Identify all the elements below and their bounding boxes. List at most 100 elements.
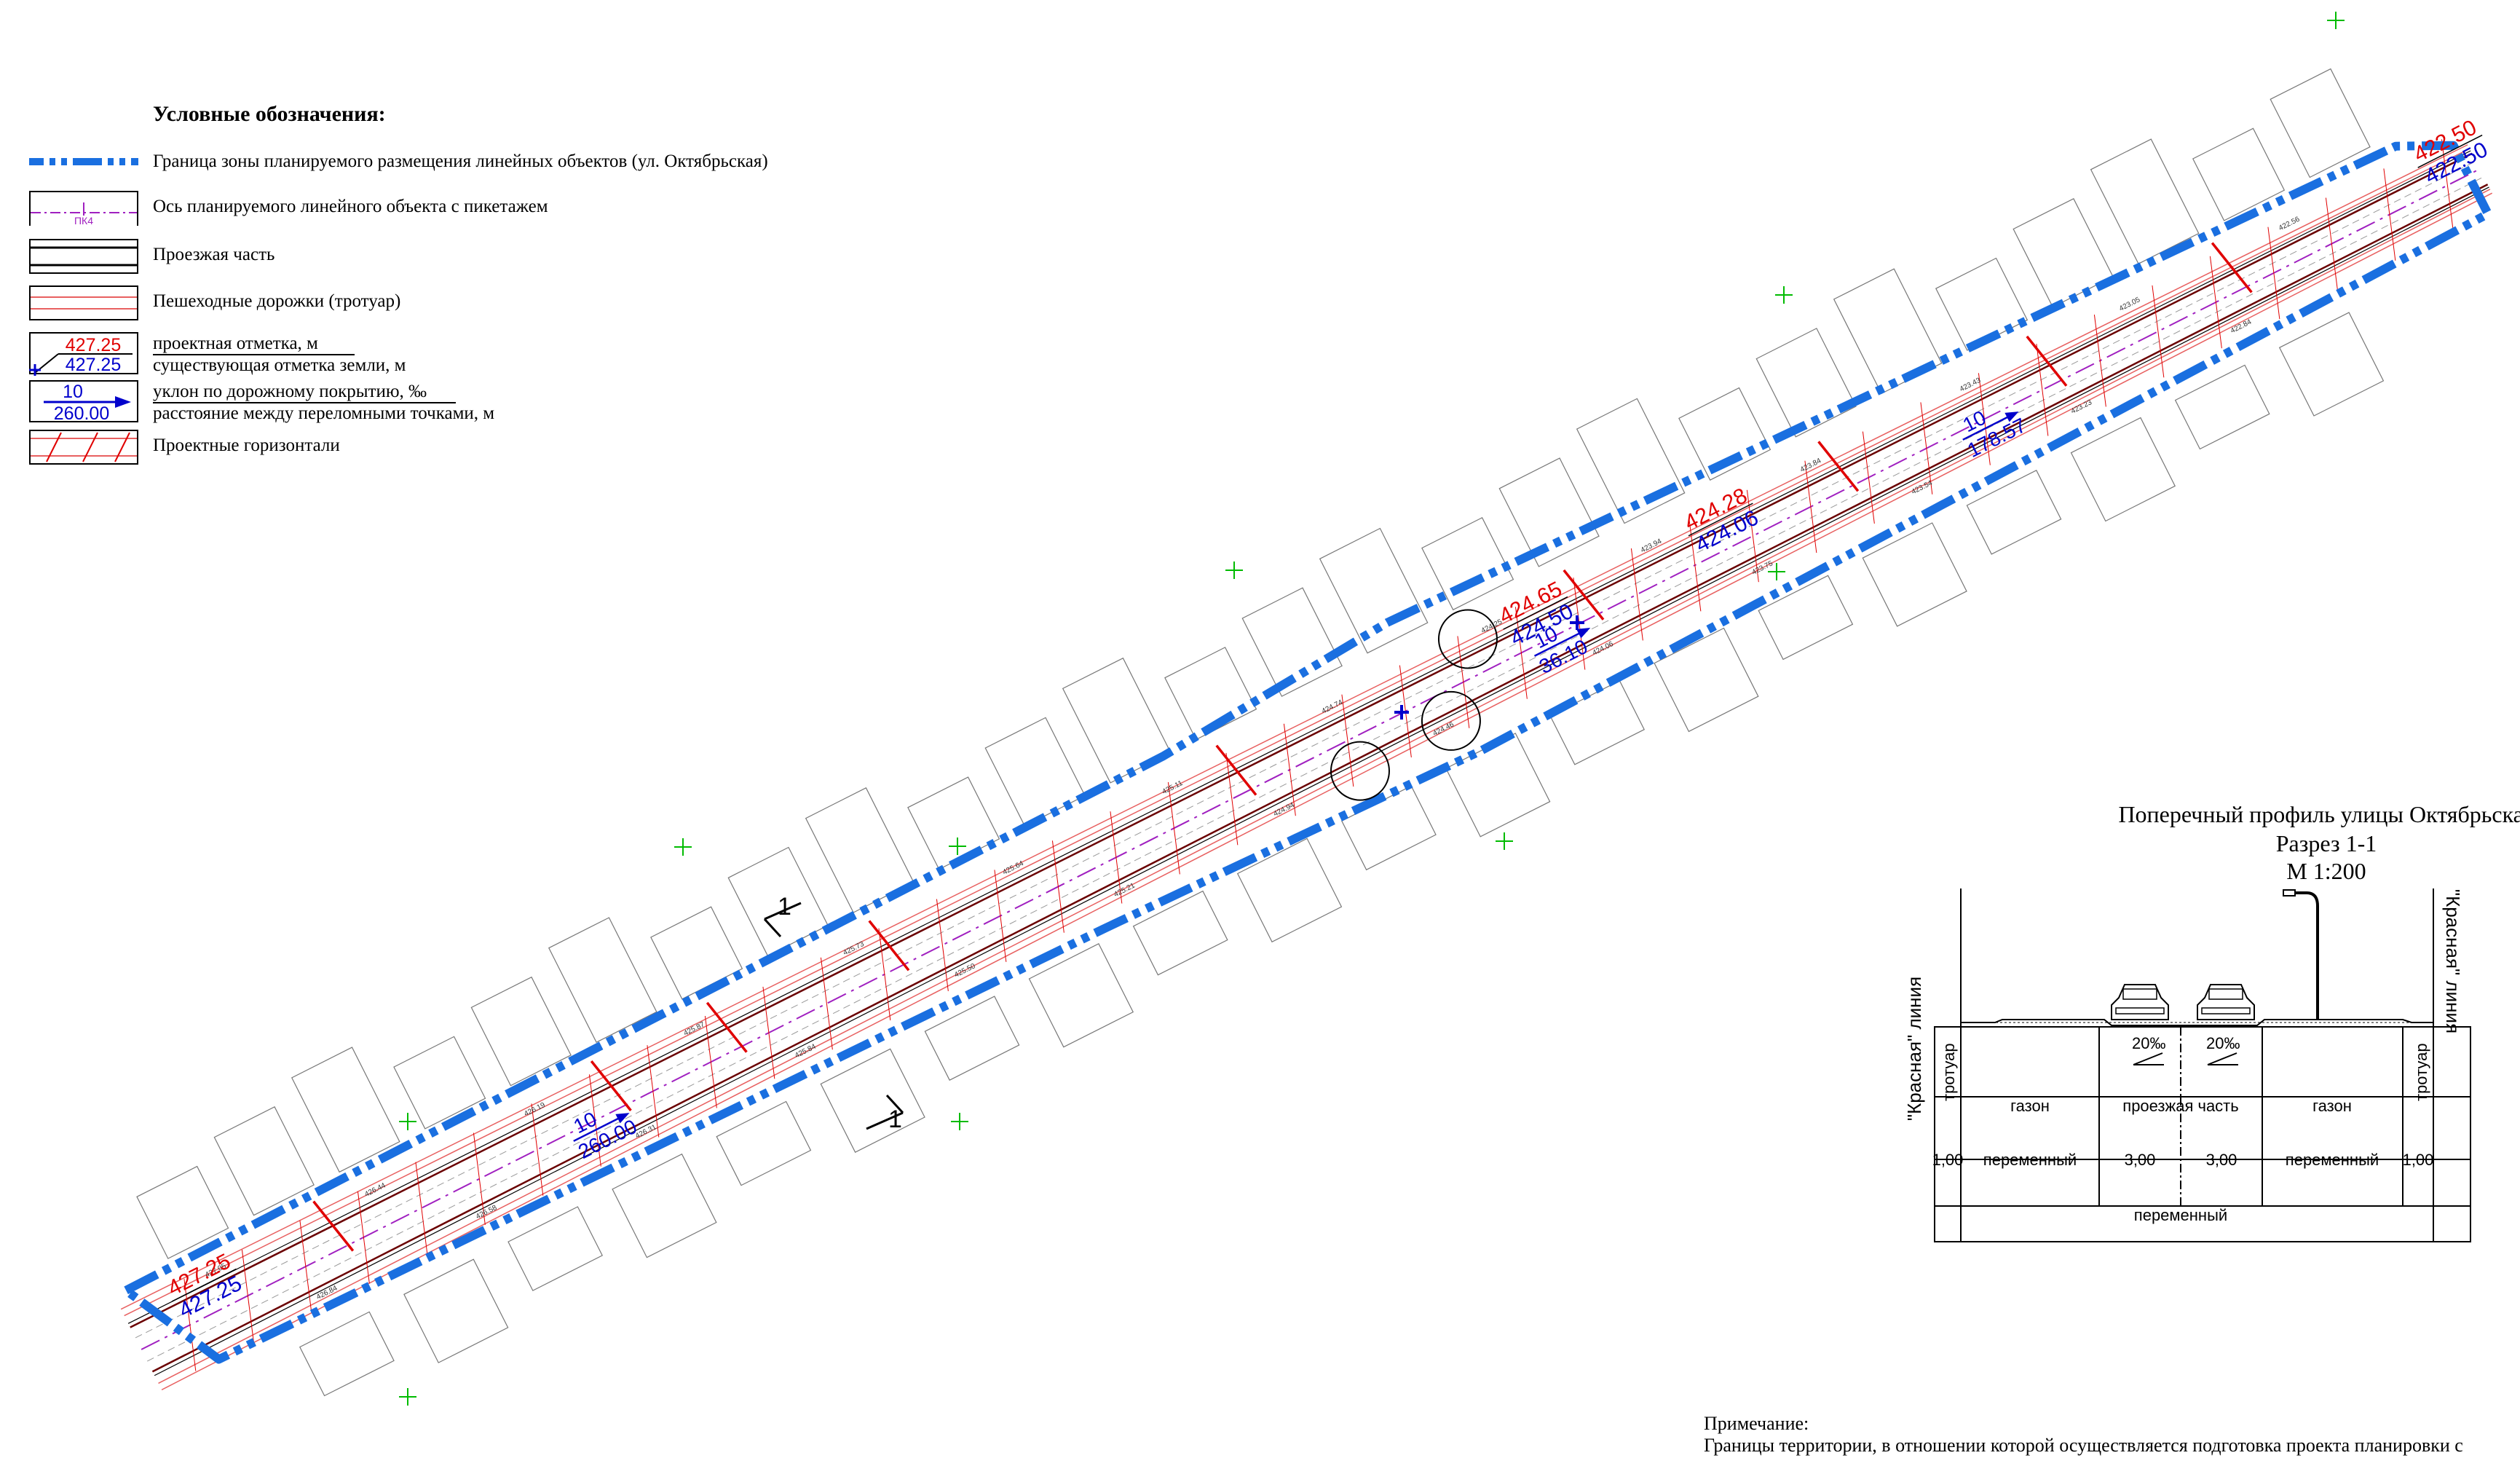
survey-cross [399, 1388, 416, 1406]
slope-arrowhead [1576, 627, 1591, 639]
design-contour [415, 1162, 428, 1255]
profile-row1-sidewalk-right: тротуар [2412, 1043, 2430, 1101]
lot-outline [1862, 522, 1967, 627]
legend-row-boundary: Граница зоны планируемого размещения лин… [29, 146, 903, 186]
design-contour [1457, 636, 1470, 728]
lot-outline [136, 1165, 229, 1259]
survey-crosses [399, 12, 2345, 1406]
legend-existing-value: 427.25 [66, 355, 121, 375]
survey-cross [399, 1113, 416, 1130]
note-text: Границы территории, в отношении которой … [1704, 1435, 2463, 1456]
elevation-break [312, 1200, 355, 1252]
contours-symbol [29, 430, 138, 465]
section-label: 1 [778, 893, 791, 921]
elevation-break [706, 1001, 748, 1053]
lot-outline [1241, 587, 1343, 697]
carriageway-symbol [29, 239, 138, 274]
profile-row2-lane-right: 3,00 [2206, 1151, 2237, 1169]
design-contour [936, 899, 949, 991]
profile-row2-sidewalk-left: 1,00 [1932, 1151, 1964, 1169]
legend-row-sidewalk: Пешеходные дорожки (тротуар) [29, 285, 903, 326]
legend-text-carriageway: Проезжая часть [153, 245, 275, 264]
elevation-break [590, 1060, 632, 1111]
profile-row3-total: переменный [2134, 1206, 2227, 1224]
elevation-break [2211, 242, 2253, 293]
lot-outline [1498, 457, 1600, 567]
survey-cross [1768, 563, 1785, 580]
profile-row1-lawn-left: газон [2010, 1097, 2050, 1115]
spot-height-label: 426.44 [363, 1181, 387, 1199]
survey-cross [1496, 832, 1513, 850]
adjacent-lots [136, 68, 2385, 1397]
profile-row2-lawn-right: переменный [2286, 1151, 2379, 1169]
design-contour [647, 1045, 660, 1138]
section-arrow [866, 1094, 904, 1130]
section-label: 1 [888, 1106, 902, 1133]
design-contour [531, 1103, 544, 1196]
design-contour [241, 1249, 254, 1342]
cross-section: "Красная" линия "Красная" линия 20‰ 20‰ … [1903, 888, 2471, 1242]
spot-height-label: 422.56 [2278, 216, 2302, 233]
car-icon [2111, 984, 2169, 1020]
carriageway-edge [130, 152, 2473, 1328]
spot-height-label: 424.94 [1272, 801, 1296, 819]
spot-height-label: 423.84 [1799, 457, 1823, 474]
design-contour [2267, 226, 2280, 320]
lot-outline [716, 1100, 812, 1186]
legend-row-contours: Проектные горизонтали [29, 430, 903, 470]
legend-text-contours: Проектные горизонтали [153, 436, 340, 455]
carriageway-edge [127, 150, 2471, 1324]
lot-outline [2270, 68, 2371, 178]
elevation-symbol: 427.25 427.25 [29, 332, 138, 376]
legend-text-existing-mark: существующая отметка земли, м [153, 355, 406, 375]
lot-outline [213, 1106, 315, 1216]
lot-outline [1654, 627, 1759, 733]
legend-row-slope: 10 260.00 уклон по дорожному покрытию, ‰… [29, 380, 903, 424]
design-contour [2383, 168, 2396, 261]
lot-outline [612, 1153, 717, 1258]
design-contour [1630, 548, 1643, 641]
red-line-label-right: "Красная" линия [2442, 889, 2464, 1033]
design-contour [1225, 752, 1239, 846]
lot-outline [984, 717, 1086, 827]
section-marker: 1 [763, 893, 802, 938]
spot-height-label: 423.23 [2070, 398, 2094, 416]
axis-picket-label: ПК4 [74, 215, 93, 226]
legend-row-carriageway: Проезжая часть [29, 239, 903, 280]
lot-outline [650, 906, 743, 1000]
elevation-break [2026, 335, 2068, 387]
section-marker: 1 [866, 1094, 904, 1133]
lot-outline [1833, 268, 1943, 395]
elevation-divider [2417, 134, 2483, 168]
spot-height-label: 425.21 [1113, 881, 1137, 899]
lot-outline [1340, 785, 1437, 871]
legend-text-sidewalk: Пешеходные дорожки (тротуар) [153, 291, 401, 311]
design-contour [1804, 460, 1817, 553]
sidewalk-line [161, 192, 2493, 1391]
spot-height-label: 423.05 [2118, 296, 2142, 313]
sidewalk-symbol [29, 285, 138, 320]
lot-outline [2278, 312, 2385, 417]
lot-outline [1935, 257, 2029, 351]
survey-cross [949, 838, 966, 855]
design-contour [878, 928, 891, 1021]
lot-outline [1319, 527, 1429, 654]
legend-text-axis: Ось планируемого линейного объекта с пик… [153, 197, 548, 216]
design-contour [2093, 314, 2106, 407]
slope-symbol: 10 260.00 [29, 380, 138, 424]
note-heading: Примечание: [1704, 1413, 1809, 1434]
profile-section: Разрез 1-1 [2275, 830, 2377, 856]
profile-row1-lawn-right: газон [2312, 1097, 2352, 1115]
profile-row2-lane-left: 3,00 [2125, 1151, 2156, 1169]
lot-outline [2192, 127, 2286, 221]
profile-row1-sidewalk-left: тротуар [1940, 1043, 1958, 1101]
lot-outline [924, 996, 1020, 1081]
lane-line [135, 160, 2476, 1339]
design-contour [1341, 694, 1354, 787]
design-contour [820, 957, 833, 1050]
lot-outline [820, 1048, 925, 1154]
spot-height-label: 425.84 [794, 1043, 818, 1060]
elevation-divider [1503, 596, 1568, 630]
break-point-cross [1394, 705, 1409, 720]
slope-arrow [573, 1114, 626, 1142]
